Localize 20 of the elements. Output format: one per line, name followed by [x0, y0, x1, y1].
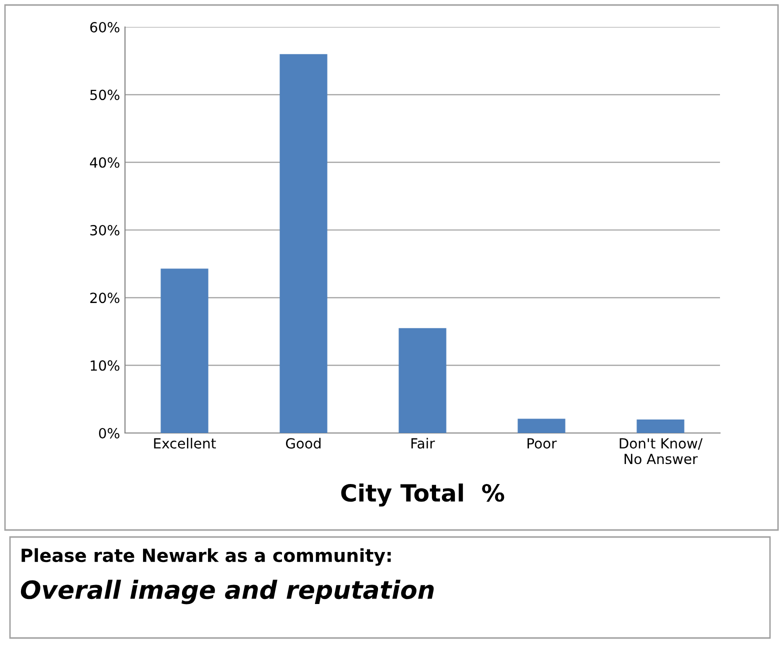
y-tick-label: 30%	[90, 224, 120, 236]
y-tick-label: 10%	[90, 360, 120, 371]
y-tick-label: 20%	[90, 292, 120, 304]
bar	[636, 419, 684, 433]
x-tick-label: Don't Know/ No Answer	[620, 438, 703, 464]
x-tick-label: Good	[286, 438, 321, 449]
bar	[398, 328, 446, 433]
text: Please rate Newark as a community:	[22, 548, 391, 566]
y-tick-label: 0%	[99, 428, 120, 438]
x-tick-label: Fair	[411, 438, 435, 449]
y-tick-label: 40%	[90, 157, 120, 168]
bar	[518, 418, 566, 433]
x-tick-label: Excellent	[154, 438, 216, 449]
text: Overall image and reputation	[20, 580, 434, 604]
x-tick-label: Poor	[528, 438, 557, 449]
y-tick-label: 50%	[90, 90, 120, 100]
bar	[280, 54, 328, 433]
y-tick-label: 60%	[90, 22, 120, 32]
x-axis-title: City Total %	[341, 484, 504, 507]
bar	[160, 268, 208, 433]
